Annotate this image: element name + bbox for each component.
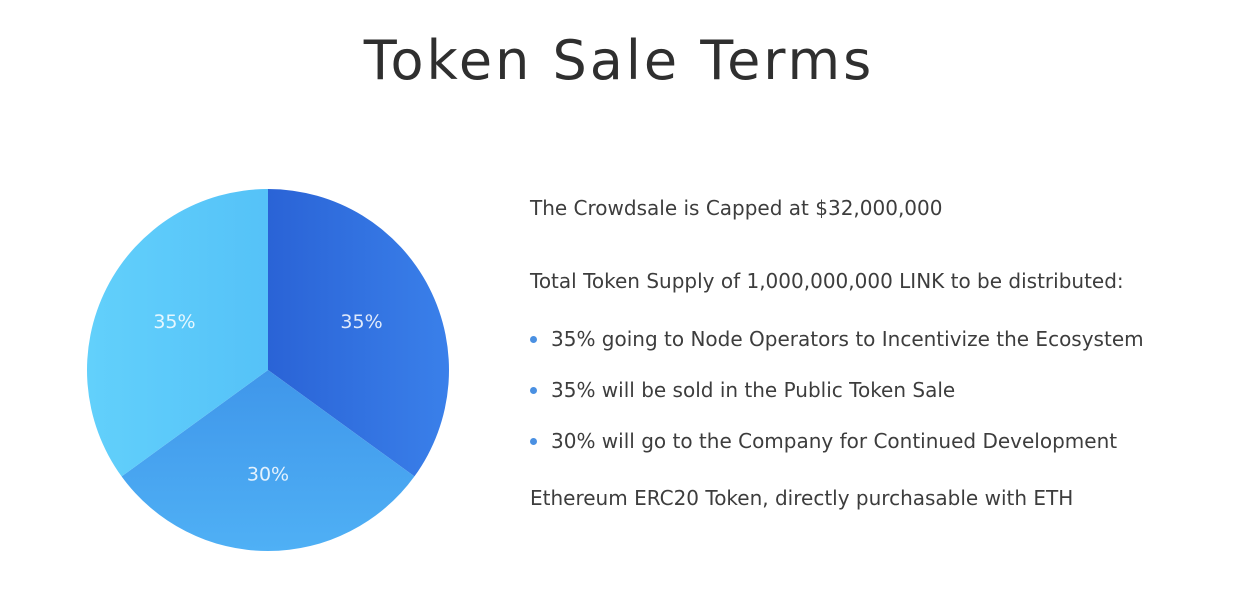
list-item-label: 30% will go to the Company for Continued… (551, 429, 1118, 453)
slice-label: 35% (153, 311, 195, 333)
slice-label: 30% (247, 463, 289, 485)
pie-slice (268, 189, 449, 477)
crowdsale-cap-text: The Crowdsale is Capped at $32,000,000 (530, 196, 943, 220)
slice-label: 35% (340, 311, 382, 333)
page-title: Token Sale Terms (363, 29, 875, 92)
bullet-icon (530, 438, 537, 445)
token-supply-text: Total Token Supply of 1,000,000,000 LINK… (530, 269, 1124, 293)
pie-chart: 35% 30% 35% (86, 189, 449, 551)
token-standard-text: Ethereum ERC20 Token, directly purchasab… (530, 486, 1074, 510)
pie-slice (121, 370, 415, 551)
list-item-label: 35% will be sold in the Public Token Sal… (551, 378, 956, 402)
list-item: 35% will be sold in the Public Token Sal… (530, 377, 955, 403)
bullet-icon (530, 387, 537, 394)
list-item-label: 35% going to Node Operators to Incentivi… (551, 327, 1144, 351)
list-item: 30% will go to the Company for Continued… (530, 428, 1117, 454)
bullet-icon (530, 336, 537, 343)
list-item: 35% going to Node Operators to Incentivi… (530, 326, 1144, 352)
pie-slice (86, 189, 268, 477)
